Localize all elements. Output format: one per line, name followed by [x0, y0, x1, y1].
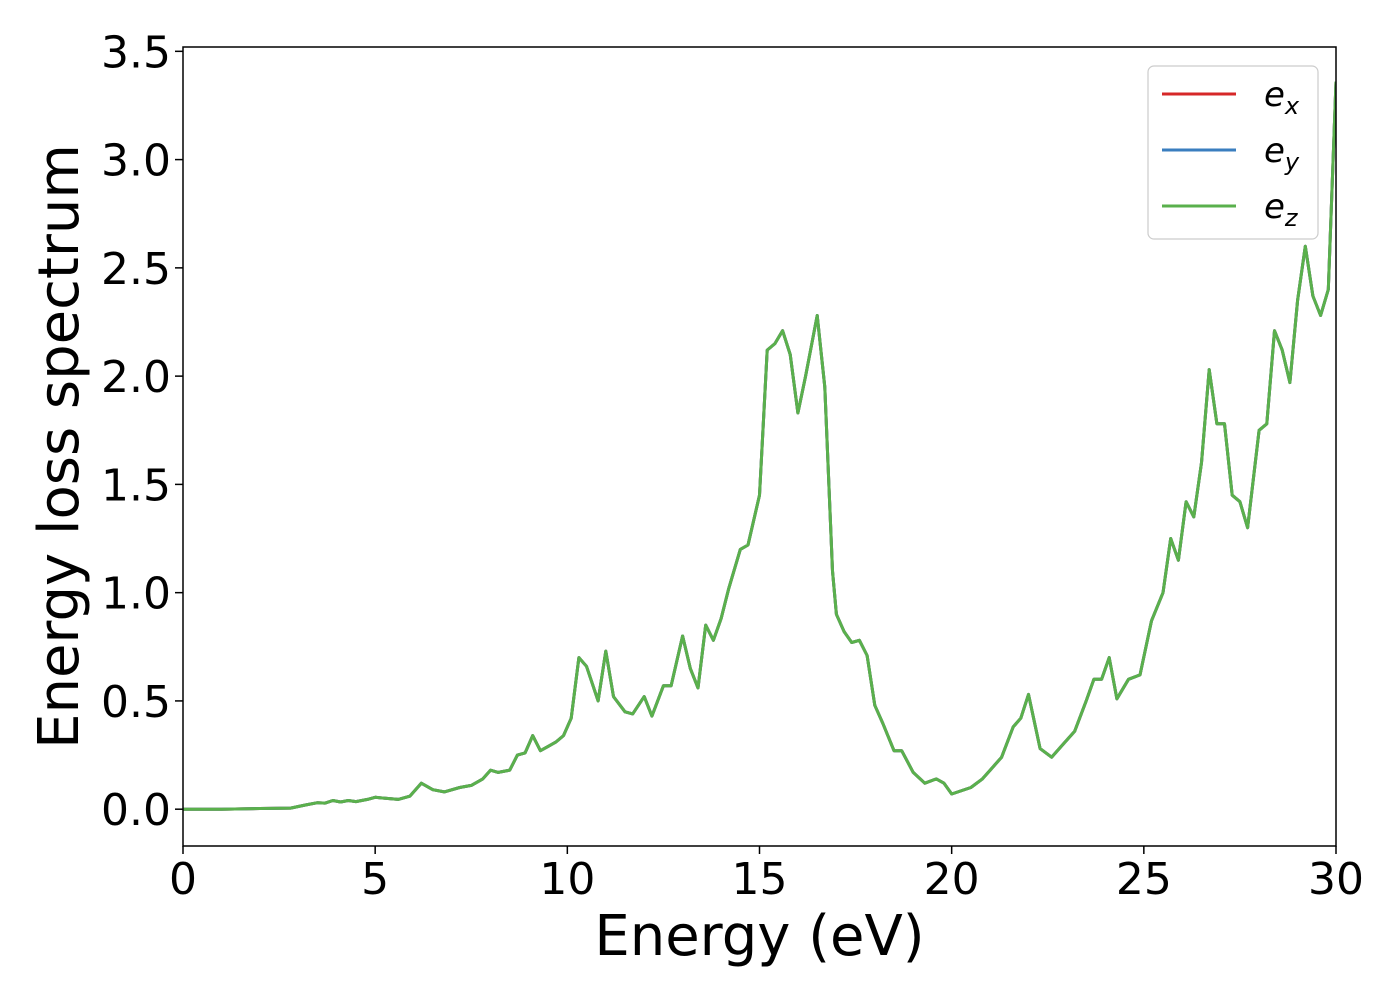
series-layer — [183, 81, 1336, 811]
legend-label-y: ey — [1264, 131, 1300, 176]
x-tick-label: 0 — [169, 854, 197, 905]
y-tick-label: 0.0 — [101, 785, 171, 836]
x-tick-label: 20 — [924, 854, 980, 905]
x-tick-label: 30 — [1308, 854, 1364, 905]
x-axis-label: Energy (eV) — [594, 904, 924, 969]
y-tick-label: 1.0 — [101, 569, 171, 620]
x-tick-label: 5 — [361, 854, 389, 905]
y-tick-label: 2.0 — [101, 352, 171, 403]
y-axis-label: Energy loss spectrum — [27, 144, 92, 749]
legend-label-x: ex — [1264, 75, 1300, 120]
y-tick-label: 1.5 — [101, 460, 171, 511]
x-tick-label: 15 — [732, 854, 788, 905]
x-tick-label: 10 — [539, 854, 595, 905]
y-tick-label: 3.5 — [101, 27, 171, 78]
series-line-z — [183, 81, 1336, 811]
axes-layer: 0 5 10 15 20 25 30 0.0 0.5 1.0 1.5 2.0 2.5 3.0 3.5 — [101, 27, 1364, 905]
y-tick-label: 0.5 — [101, 677, 171, 728]
legend-box — [1147, 65, 1319, 240]
y-tick-label: 3.0 — [101, 136, 171, 187]
y-tick-label: 2.5 — [101, 244, 171, 295]
x-tick-label: 25 — [1116, 854, 1172, 905]
